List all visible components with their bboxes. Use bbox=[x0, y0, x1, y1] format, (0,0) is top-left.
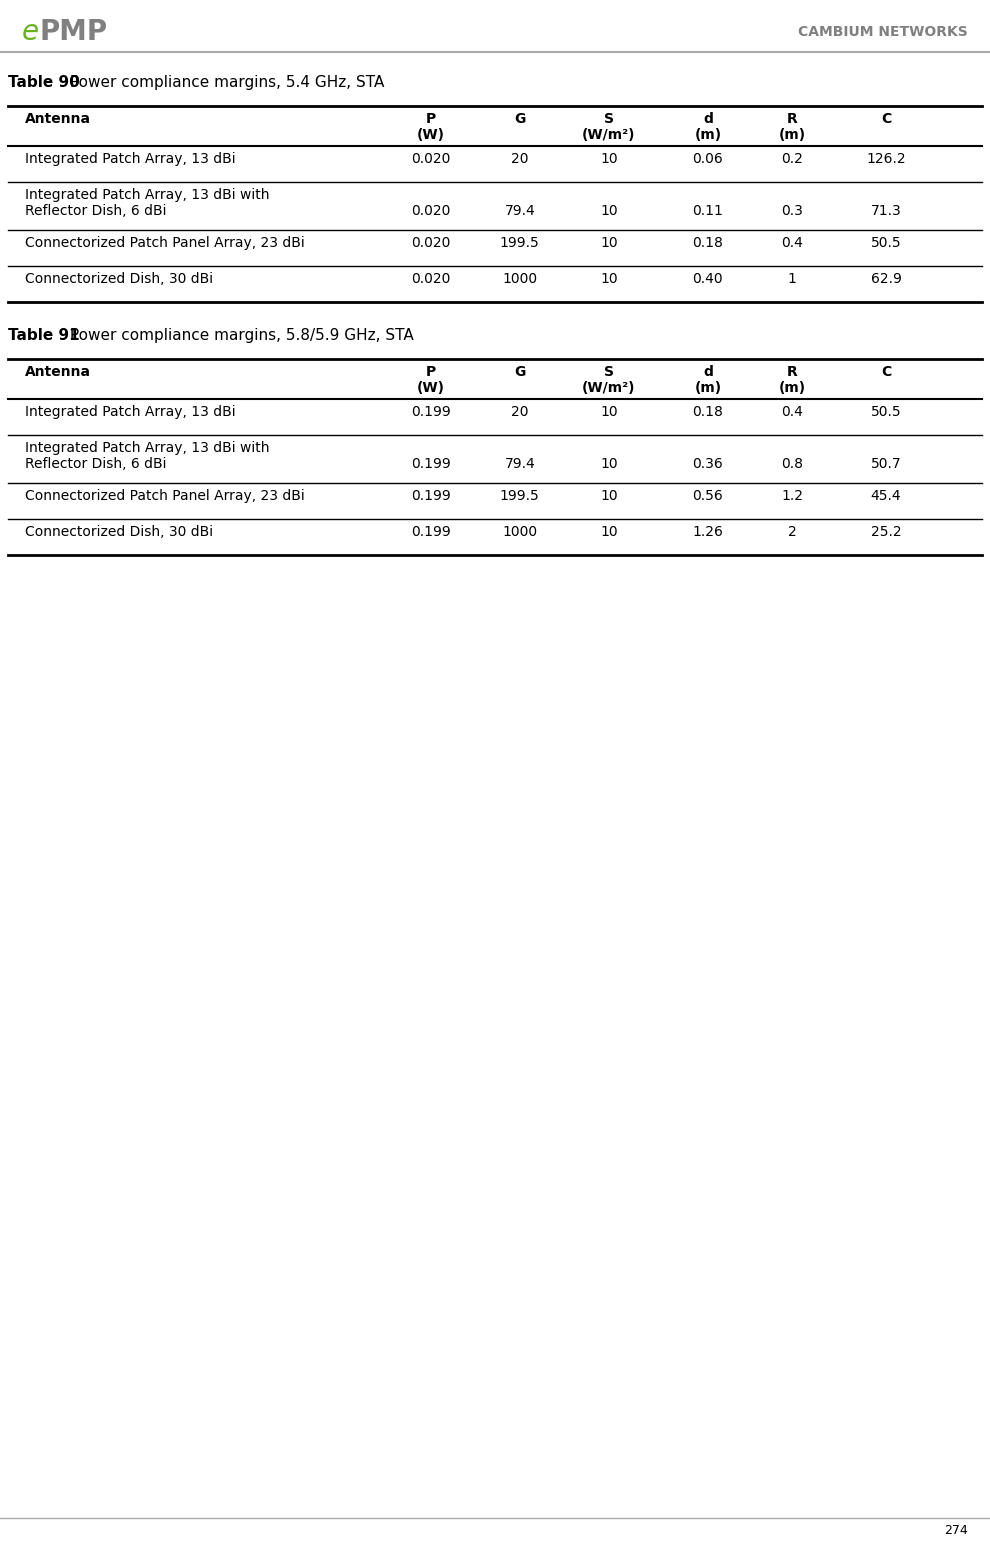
Text: 10: 10 bbox=[600, 489, 618, 503]
Text: 0.18: 0.18 bbox=[692, 406, 724, 419]
Text: 0.18: 0.18 bbox=[692, 236, 724, 250]
Text: e: e bbox=[22, 19, 40, 46]
Text: 0.3: 0.3 bbox=[781, 204, 803, 217]
Text: (W/m²): (W/m²) bbox=[582, 128, 636, 142]
Text: Connectorized Dish, 30 dBi: Connectorized Dish, 30 dBi bbox=[25, 271, 213, 285]
Text: S: S bbox=[604, 365, 614, 379]
Text: 50.5: 50.5 bbox=[871, 406, 901, 419]
Text: 126.2: 126.2 bbox=[866, 153, 906, 167]
Text: 0.020: 0.020 bbox=[411, 236, 450, 250]
Text: 0.199: 0.199 bbox=[411, 456, 450, 470]
Text: PMP: PMP bbox=[40, 19, 108, 46]
Text: 45.4: 45.4 bbox=[871, 489, 901, 503]
Text: 0.36: 0.36 bbox=[692, 456, 724, 470]
Text: 10: 10 bbox=[600, 236, 618, 250]
Text: (W/m²): (W/m²) bbox=[582, 381, 636, 395]
Text: Antenna: Antenna bbox=[25, 113, 91, 126]
Text: 0.56: 0.56 bbox=[692, 489, 724, 503]
Text: G: G bbox=[514, 365, 526, 379]
Text: 0.11: 0.11 bbox=[692, 204, 724, 217]
Text: 20: 20 bbox=[511, 406, 529, 419]
Text: 0.020: 0.020 bbox=[411, 271, 450, 285]
Text: 1: 1 bbox=[788, 271, 796, 285]
Text: Integrated Patch Array, 13 dBi with: Integrated Patch Array, 13 dBi with bbox=[25, 441, 269, 455]
Text: R: R bbox=[787, 365, 797, 379]
Text: Connectorized Dish, 30 dBi: Connectorized Dish, 30 dBi bbox=[25, 524, 213, 540]
Text: 0.2: 0.2 bbox=[781, 153, 803, 167]
Text: 0.199: 0.199 bbox=[411, 406, 450, 419]
Text: 0.020: 0.020 bbox=[411, 204, 450, 217]
Text: 0.4: 0.4 bbox=[781, 236, 803, 250]
Text: S: S bbox=[604, 113, 614, 126]
Text: 199.5: 199.5 bbox=[500, 489, 540, 503]
Text: 0.06: 0.06 bbox=[692, 153, 724, 167]
Text: Reflector Dish, 6 dBi: Reflector Dish, 6 dBi bbox=[25, 456, 166, 470]
Text: 2: 2 bbox=[788, 524, 796, 540]
Text: C: C bbox=[881, 113, 891, 126]
Text: 62.9: 62.9 bbox=[870, 271, 902, 285]
Text: Integrated Patch Array, 13 dBi: Integrated Patch Array, 13 dBi bbox=[25, 406, 236, 419]
Text: 25.2: 25.2 bbox=[871, 524, 901, 540]
Text: Connectorized Patch Panel Array, 23 dBi: Connectorized Patch Panel Array, 23 dBi bbox=[25, 236, 305, 250]
Text: 199.5: 199.5 bbox=[500, 236, 540, 250]
Text: Power compliance margins, 5.8/5.9 GHz, STA: Power compliance margins, 5.8/5.9 GHz, S… bbox=[65, 328, 414, 342]
Text: 0.199: 0.199 bbox=[411, 524, 450, 540]
Text: d: d bbox=[703, 113, 713, 126]
Text: G: G bbox=[514, 113, 526, 126]
Text: R: R bbox=[787, 113, 797, 126]
Text: 0.199: 0.199 bbox=[411, 489, 450, 503]
Text: 1.26: 1.26 bbox=[692, 524, 724, 540]
Text: Integrated Patch Array, 13 dBi with: Integrated Patch Array, 13 dBi with bbox=[25, 188, 269, 202]
Text: 1000: 1000 bbox=[502, 524, 538, 540]
Text: C: C bbox=[881, 365, 891, 379]
Text: Table 91: Table 91 bbox=[8, 328, 79, 342]
Text: 0.8: 0.8 bbox=[781, 456, 803, 470]
Text: 79.4: 79.4 bbox=[504, 204, 536, 217]
Text: CAMBIUM NETWORKS: CAMBIUM NETWORKS bbox=[798, 25, 968, 39]
Text: (m): (m) bbox=[694, 381, 722, 395]
Text: 0.020: 0.020 bbox=[411, 153, 450, 167]
Text: 274: 274 bbox=[944, 1523, 968, 1536]
Text: P: P bbox=[426, 365, 436, 379]
Text: 79.4: 79.4 bbox=[504, 456, 536, 470]
Text: 50.7: 50.7 bbox=[871, 456, 901, 470]
Text: 10: 10 bbox=[600, 204, 618, 217]
Text: 20: 20 bbox=[511, 153, 529, 167]
Text: 10: 10 bbox=[600, 524, 618, 540]
Text: (m): (m) bbox=[778, 381, 806, 395]
Text: Connectorized Patch Panel Array, 23 dBi: Connectorized Patch Panel Array, 23 dBi bbox=[25, 489, 305, 503]
Text: 0.4: 0.4 bbox=[781, 406, 803, 419]
Text: (m): (m) bbox=[694, 128, 722, 142]
Text: Table 90: Table 90 bbox=[8, 76, 80, 89]
Text: (W): (W) bbox=[417, 381, 445, 395]
Text: 50.5: 50.5 bbox=[871, 236, 901, 250]
Text: P: P bbox=[426, 113, 436, 126]
Text: 10: 10 bbox=[600, 406, 618, 419]
Text: Reflector Dish, 6 dBi: Reflector Dish, 6 dBi bbox=[25, 204, 166, 217]
Text: 10: 10 bbox=[600, 456, 618, 470]
Text: Integrated Patch Array, 13 dBi: Integrated Patch Array, 13 dBi bbox=[25, 153, 236, 167]
Text: d: d bbox=[703, 365, 713, 379]
Text: Antenna: Antenna bbox=[25, 365, 91, 379]
Text: 71.3: 71.3 bbox=[870, 204, 902, 217]
Text: (W): (W) bbox=[417, 128, 445, 142]
Text: Power compliance margins, 5.4 GHz, STA: Power compliance margins, 5.4 GHz, STA bbox=[65, 76, 384, 89]
Text: 0.40: 0.40 bbox=[693, 271, 723, 285]
Text: (m): (m) bbox=[778, 128, 806, 142]
Text: 1.2: 1.2 bbox=[781, 489, 803, 503]
Text: 10: 10 bbox=[600, 153, 618, 167]
Text: 10: 10 bbox=[600, 271, 618, 285]
Text: 1000: 1000 bbox=[502, 271, 538, 285]
